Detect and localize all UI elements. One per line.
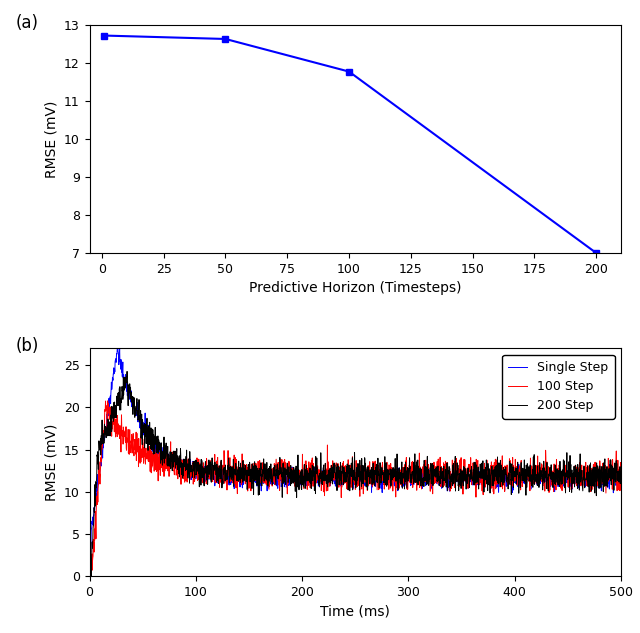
100 Step [344,456,352,463]
100 Step [330,477,338,484]
Single Step [330,470,338,478]
Single Step [114,339,122,346]
200 Step [344,486,352,494]
Text: (b): (b) [15,337,38,355]
100 Step [617,468,625,476]
200 Step [124,368,131,375]
100 Step [602,475,609,483]
200 Step [602,471,609,479]
Y-axis label: RMSE (mV): RMSE (mV) [44,101,58,178]
Single Step [344,479,352,486]
100 Step [113,415,121,422]
100 Step [602,461,609,469]
Legend: Single Step, 100 Step, 200 Step: Single Step, 100 Step, 200 Step [502,354,614,418]
Text: (a): (a) [15,14,38,32]
Single Step [602,474,609,482]
X-axis label: Time (ms): Time (ms) [320,605,390,618]
200 Step [113,392,120,400]
Y-axis label: RMSE (mV): RMSE (mV) [44,423,58,501]
Line: Single Step: Single Step [90,342,621,573]
100 Step [86,572,93,580]
Single Step [504,475,512,483]
X-axis label: Predictive Horizon (Timesteps): Predictive Horizon (Timesteps) [249,281,461,295]
Single Step [602,477,609,485]
200 Step [617,479,625,487]
Single Step [617,479,625,486]
200 Step [504,485,512,492]
100 Step [104,397,111,404]
Single Step [86,570,93,577]
100 Step [504,469,512,477]
Single Step [113,350,120,358]
200 Step [86,572,93,580]
Line: 100 Step: 100 Step [90,401,621,576]
200 Step [602,465,609,473]
Line: 200 Step: 200 Step [90,372,621,576]
200 Step [330,459,338,467]
